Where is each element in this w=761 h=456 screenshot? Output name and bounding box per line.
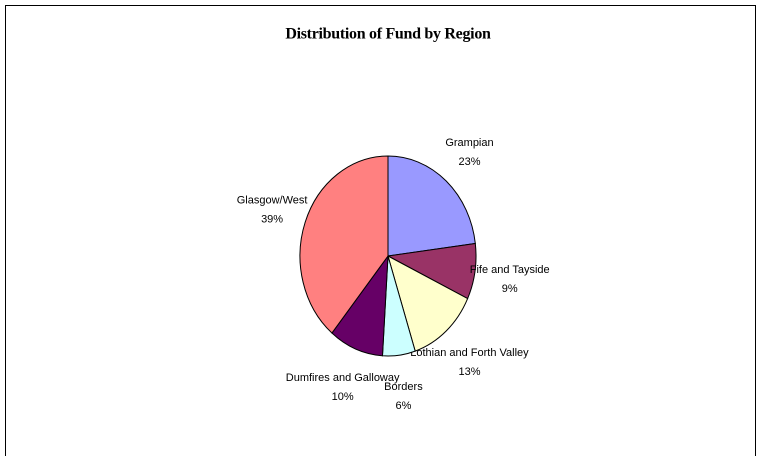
slice-value-label: 39% bbox=[261, 213, 283, 225]
slice-value-label: 13% bbox=[458, 366, 480, 378]
chart-title: Distribution of Fund by Region bbox=[285, 26, 491, 43]
slice-label: Lothian and Forth Valley bbox=[410, 347, 529, 359]
pie-slice bbox=[387, 255, 469, 352]
pie-slice bbox=[299, 155, 389, 334]
slice-label: Dumfires and Galloway bbox=[286, 372, 400, 384]
slice-label: Grampian bbox=[445, 137, 493, 149]
pie-slice bbox=[387, 155, 476, 257]
slice-label: Borders bbox=[384, 381, 423, 393]
slice-label: Fife and Tayside bbox=[470, 264, 550, 276]
slice-value-label: 10% bbox=[332, 391, 354, 403]
slice-label: Glasgow/West bbox=[237, 194, 308, 206]
slice-value-label: 6% bbox=[395, 400, 411, 412]
slice-value-label: 9% bbox=[502, 283, 518, 295]
slice-value-label: 23% bbox=[458, 156, 480, 168]
